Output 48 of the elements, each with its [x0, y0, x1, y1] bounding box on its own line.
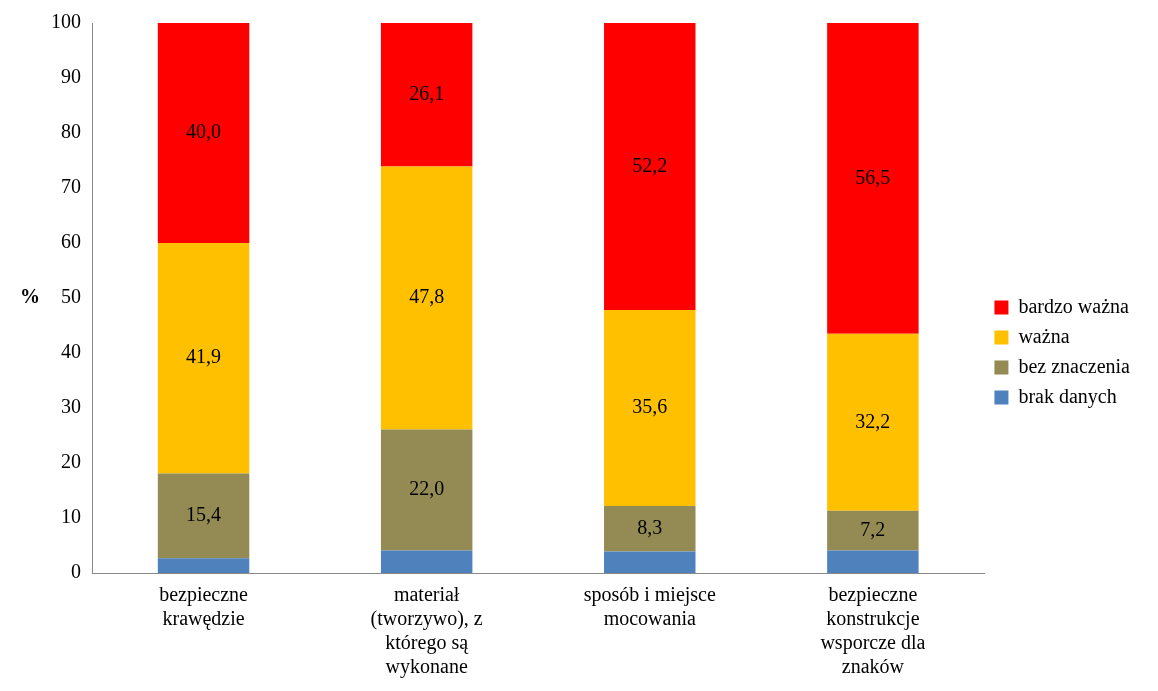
- bar: [157, 23, 250, 243]
- y-tick-label: 80: [61, 120, 81, 143]
- data-label: 52,2: [632, 153, 668, 176]
- bar: [827, 510, 919, 551]
- bar: [157, 473, 250, 559]
- data-label: 32,2: [855, 409, 891, 432]
- bar: [380, 429, 473, 551]
- bar: [604, 505, 696, 552]
- bar: [827, 23, 919, 334]
- bar: [380, 23, 473, 167]
- x-tick-label: bezpieczne krawędzie: [159, 583, 249, 631]
- bar: [604, 23, 696, 311]
- legend-label: bez znaczenia: [1018, 354, 1131, 377]
- data-label: 7,2: [860, 517, 886, 540]
- bar: [380, 166, 473, 430]
- y-axis-title: %: [20, 285, 40, 308]
- data-label: 56,5: [855, 165, 891, 188]
- data-label: 41,9: [186, 345, 222, 368]
- bar: [380, 550, 473, 573]
- data-label: 22,0: [409, 477, 445, 500]
- y-tick-label: 10: [61, 505, 81, 528]
- y-tick-label: 50: [61, 285, 81, 308]
- y-tick-label: 30: [61, 395, 81, 418]
- y-tick-label: 60: [61, 230, 81, 253]
- x-tick-label: materiał (tworzywo), z którego są wykonane: [370, 583, 483, 679]
- bar: [827, 333, 919, 511]
- x-tick-label: bezpieczne konstrukcje wsporcze dla znaków: [820, 583, 926, 678]
- data-label: 15,4: [186, 503, 222, 526]
- bar: [157, 243, 250, 474]
- data-label: 35,6: [632, 395, 668, 418]
- legend-label: brak danych: [1018, 384, 1117, 408]
- bar: [604, 310, 696, 506]
- data-label: 47,8: [409, 285, 445, 308]
- legend-label: bardzo ważna: [1018, 294, 1130, 317]
- data-label: 40,0: [186, 120, 222, 143]
- data-label: 26,1: [409, 82, 445, 105]
- x-tick-label: sposób i miejsce mocowania: [583, 583, 716, 630]
- data-label: 8,3: [637, 515, 663, 538]
- y-tick-label: 100: [51, 10, 81, 33]
- y-tick-label: 90: [61, 65, 81, 88]
- bar: [604, 551, 696, 573]
- legend-label: ważna: [1018, 324, 1070, 347]
- bar: [827, 550, 919, 573]
- y-tick-label: 0: [71, 560, 81, 583]
- y-tick-label: 70: [61, 175, 81, 198]
- y-tick-label: 20: [61, 450, 81, 473]
- bar: [157, 558, 250, 573]
- y-tick-label: 40: [61, 340, 81, 363]
